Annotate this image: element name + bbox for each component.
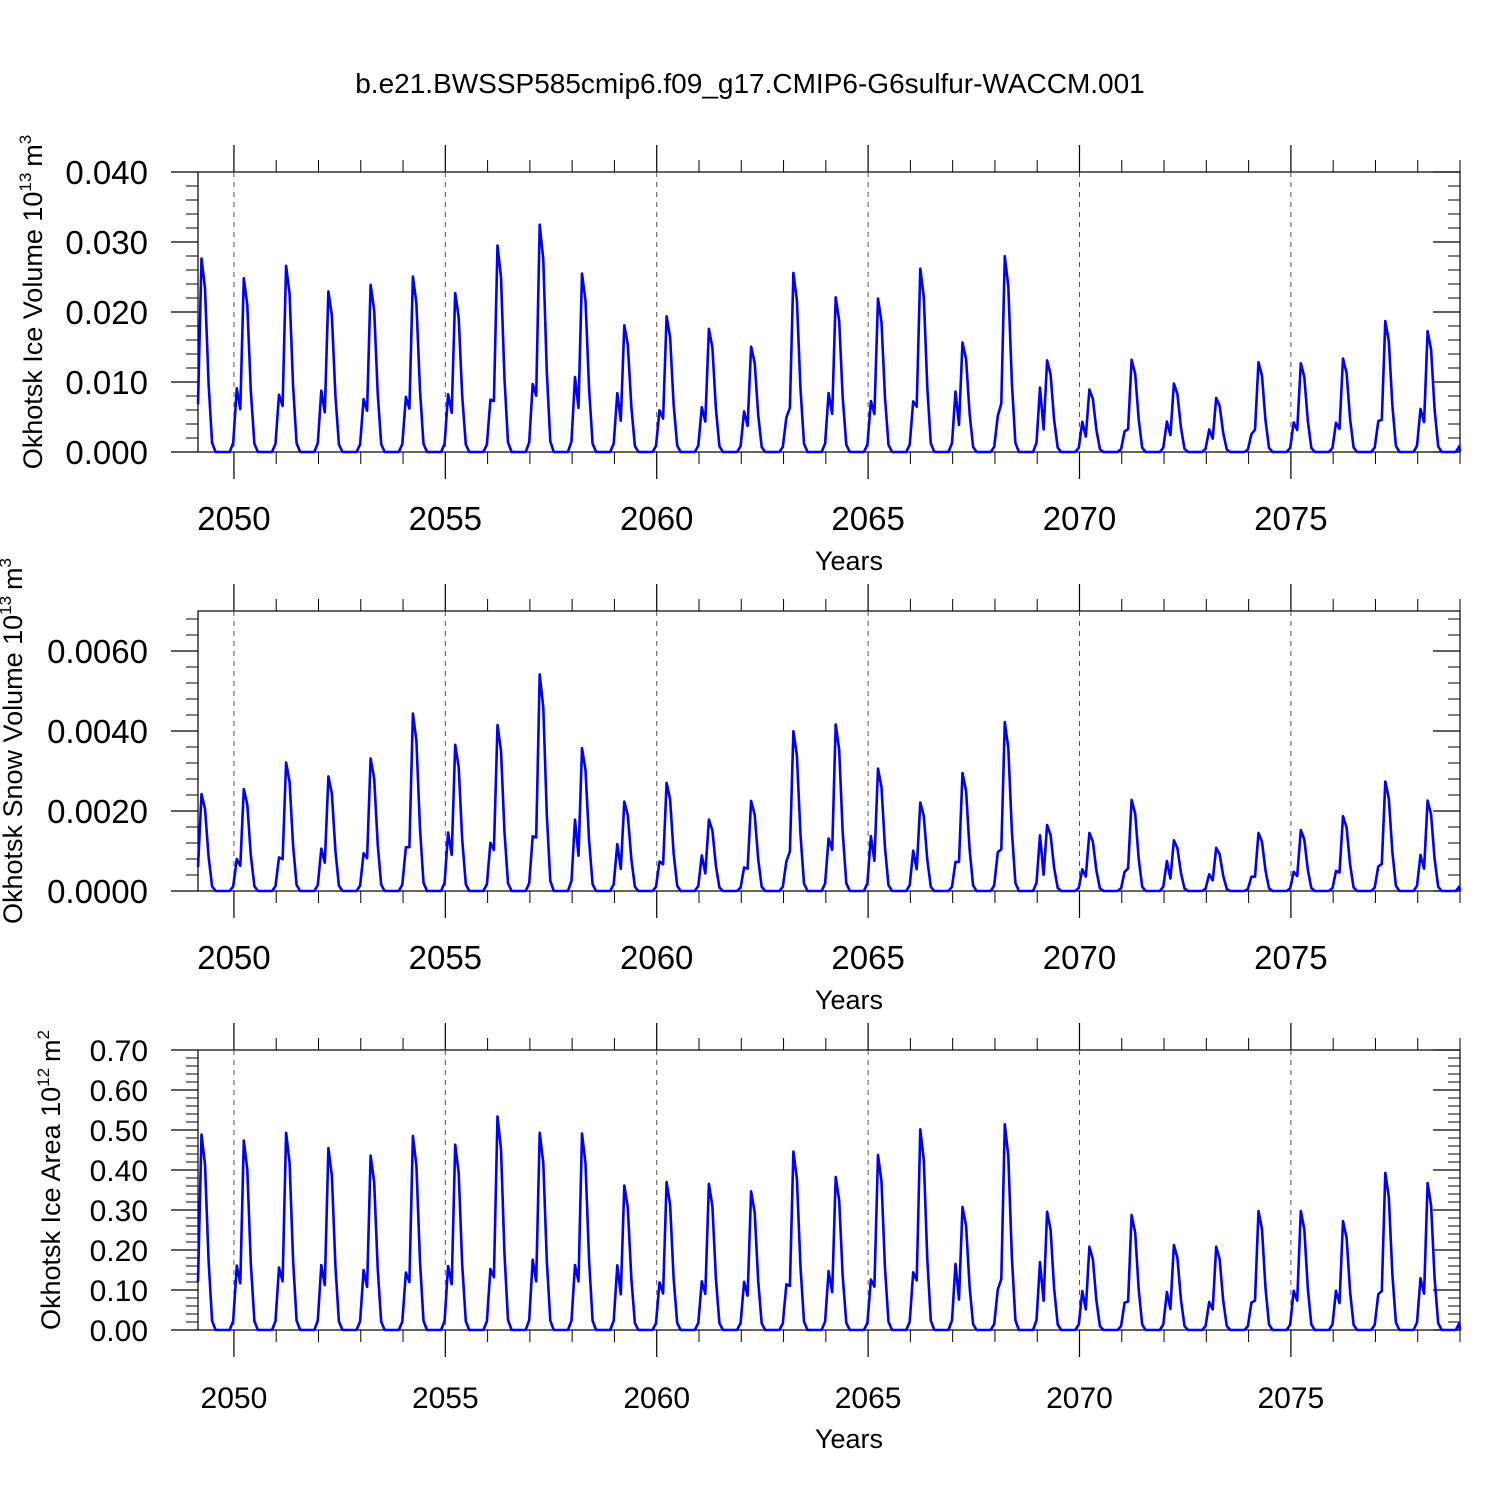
- y-tick-label: 0.40: [90, 1155, 148, 1188]
- axis-ticks: [171, 145, 1461, 479]
- x-tick-label: 2055: [409, 500, 482, 537]
- x-tick-label: 2070: [1043, 500, 1116, 537]
- y-axis-title-exponent: 12: [34, 1068, 53, 1087]
- x-tick-label: 2050: [197, 939, 270, 976]
- x-tick-label: 2065: [831, 500, 904, 537]
- x-gridlines: [233, 611, 1292, 891]
- y-tick-label: 0.0040: [47, 713, 148, 750]
- y-tick-label: 0.70: [90, 1035, 148, 1068]
- x-tick-label: 2065: [835, 1382, 902, 1415]
- plot-frame: [197, 610, 1461, 892]
- x-tick-label: 2075: [1254, 500, 1327, 537]
- x-tick-label: 2060: [623, 1382, 690, 1415]
- y-axis-title-exponent: 13: [0, 596, 15, 615]
- y-axis-title-text: Okhotsk Snow Volume 10: [0, 615, 28, 924]
- y-tick-label: 0.20: [90, 1235, 148, 1268]
- x-tick-label: 2055: [409, 939, 482, 976]
- x-tick-label: 2050: [197, 500, 270, 537]
- axis-ticks: [171, 584, 1461, 918]
- y-tick-label: 0.10: [90, 1275, 148, 1308]
- x-axis-title: Years: [815, 1424, 883, 1454]
- snow-volume-series-line: [196, 673, 1462, 893]
- y-tick-label: 0.00: [90, 1315, 148, 1348]
- x-gridlines: [233, 172, 1292, 452]
- y-axis-title-unit-exponent: 2: [34, 1030, 53, 1039]
- x-tick-label: 2060: [620, 500, 693, 537]
- axis-ticks: [171, 1023, 1461, 1357]
- x-axis-title: Years: [815, 546, 883, 576]
- x-tick-label: 2055: [412, 1382, 479, 1415]
- y-axis-title-text: Okhotsk Ice Volume 10: [18, 192, 48, 470]
- y-tick-label: 0.0060: [47, 633, 148, 670]
- x-tick-label: 2050: [201, 1382, 268, 1415]
- ice-volume-series-line: [196, 223, 1462, 454]
- x-gridlines: [233, 1050, 1292, 1330]
- y-axis-title-unit: m: [18, 144, 48, 167]
- x-tick-label: 2060: [620, 939, 693, 976]
- y-axis-title-unit-exponent: 3: [16, 135, 35, 144]
- y-tick-label: 0.30: [90, 1195, 148, 1228]
- y-axis-title-unit-exponent: 3: [0, 558, 15, 567]
- y-tick-label: 0.000: [65, 434, 148, 471]
- x-axis-title: Years: [815, 985, 883, 1015]
- y-axis-title: Okhotsk Ice Area 1012 m2: [34, 1030, 66, 1330]
- y-axis-title: Okhotsk Ice Volume 1013 m3: [16, 135, 48, 470]
- x-tick-label: 2075: [1254, 939, 1327, 976]
- x-tick-label: 2070: [1046, 1382, 1113, 1415]
- y-axis-title-unit: m: [0, 567, 28, 590]
- y-tick-label: 0.0000: [47, 873, 148, 910]
- y-axis-title-text: Okhotsk Ice Area 10: [36, 1087, 66, 1330]
- y-tick-label: 0.50: [90, 1115, 148, 1148]
- x-tick-label: 2070: [1043, 939, 1116, 976]
- ice-area-series-line: [196, 1115, 1462, 1332]
- y-tick-label: 0.0020: [47, 793, 148, 830]
- y-tick-label: 0.030: [65, 224, 148, 261]
- x-tick-label: 2065: [831, 939, 904, 976]
- y-tick-label: 0.020: [65, 294, 148, 331]
- y-tick-label: 0.040: [65, 154, 148, 191]
- y-axis-title-exponent: 13: [16, 173, 35, 192]
- y-axis-title-unit: m: [36, 1039, 66, 1062]
- x-tick-label: 2075: [1258, 1382, 1325, 1415]
- figure-title: b.e21.BWSSP585cmip6.f09_g17.CMIP6-G6sulf…: [355, 68, 1145, 99]
- plot-frame: [197, 1049, 1461, 1331]
- y-tick-label: 0.010: [65, 364, 148, 401]
- y-axis-title: Okhotsk Snow Volume 1013 m3: [0, 558, 28, 924]
- y-tick-label: 0.60: [90, 1075, 148, 1108]
